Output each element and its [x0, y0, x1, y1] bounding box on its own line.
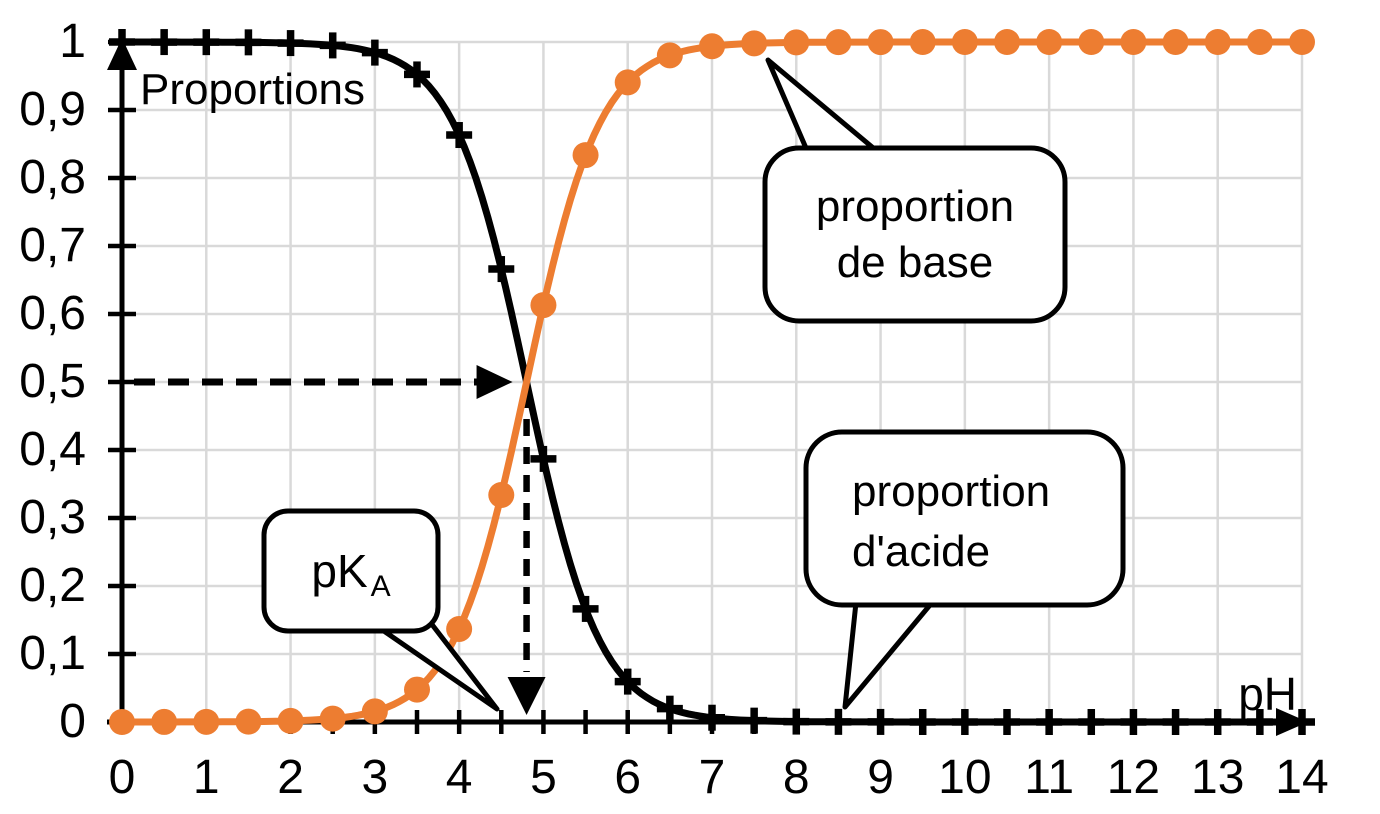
- y-axis-title: Proportions: [140, 65, 366, 114]
- callout-acid-proportion: proportion d'acide: [806, 432, 1123, 605]
- x-axis-title: pH: [1238, 668, 1297, 720]
- x-tick-label: 6: [614, 751, 642, 804]
- y-tick-label: 0,5: [19, 355, 86, 408]
- base-marker: [825, 29, 852, 56]
- callout-acid-tail: [842, 590, 943, 710]
- base-marker: [319, 705, 346, 732]
- base-marker: [656, 42, 683, 69]
- x-tick-label: 4: [445, 751, 473, 804]
- base-marker: [699, 33, 725, 60]
- y-tick-label: 0,7: [19, 219, 86, 272]
- y-tick-label: 0,2: [19, 559, 86, 612]
- base-marker: [1162, 29, 1189, 55]
- callout-pka: pK A: [264, 511, 438, 631]
- callout-base-proportion: proportion de base: [765, 148, 1065, 321]
- base-marker: [1289, 29, 1315, 55]
- base-marker: [994, 29, 1020, 55]
- x-tick-label: 0: [108, 751, 136, 804]
- base-marker: [867, 29, 894, 56]
- x-tick-label: 12: [1106, 751, 1161, 804]
- base-marker: [488, 481, 515, 508]
- base-marker: [109, 709, 135, 735]
- x-tick-label: 10: [938, 751, 992, 804]
- base-marker: [235, 708, 262, 735]
- y-tick-label: 0,8: [19, 151, 86, 204]
- base-marker: [277, 707, 304, 734]
- base-marker: [614, 69, 641, 96]
- x-tick-label: 7: [698, 751, 726, 804]
- base-marker: [741, 30, 768, 57]
- callout-base-line1: proportion: [815, 181, 1015, 231]
- callout-pka-shape: [261, 508, 441, 634]
- callout-acid-shape: [803, 429, 1126, 608]
- base-marker: [1246, 29, 1273, 55]
- base-marker: [572, 142, 599, 169]
- callout-acid-line1: proportion: [852, 467, 1051, 516]
- x-tick-label: 9: [867, 751, 894, 804]
- x-tick-label: 5: [530, 751, 557, 804]
- base-marker: [1120, 29, 1147, 55]
- base-marker: [151, 708, 178, 735]
- base-marker: [193, 708, 220, 735]
- base-marker: [1036, 29, 1063, 55]
- base-marker: [361, 698, 388, 725]
- base-marker: [530, 292, 557, 319]
- x-tick-label: 2: [277, 751, 304, 804]
- x-tick-label: 8: [782, 751, 810, 804]
- base-marker: [783, 29, 810, 56]
- base-marker: [909, 29, 936, 55]
- x-tick-label: 13: [1191, 751, 1245, 804]
- x-tick-label: 14: [1275, 751, 1329, 804]
- base-marker: [951, 29, 978, 55]
- y-tick-label: 0,6: [19, 287, 86, 340]
- y-tick-label: 0,9: [19, 83, 86, 136]
- half-proportion-arrow-icon: [476, 365, 513, 399]
- callout-pka-subscript: A: [370, 570, 391, 603]
- y-tick-label: 1: [59, 15, 86, 68]
- x-tick-label: 1: [192, 751, 220, 804]
- y-tick-label: 0,1: [19, 627, 86, 680]
- base-marker: [1078, 29, 1105, 55]
- callout-pka-main: pK: [311, 545, 368, 597]
- callout-base-line2: de base: [836, 237, 994, 287]
- base-marker: [446, 615, 473, 642]
- pka-arrow-icon: [507, 677, 546, 715]
- y-tick-label: 0,3: [19, 491, 86, 544]
- y-tick-label: 0: [59, 695, 86, 748]
- base-marker: [404, 676, 430, 703]
- x-tick-label: 11: [1024, 751, 1075, 804]
- base-marker: [1204, 29, 1231, 55]
- x-tick-label: 3: [361, 751, 389, 804]
- y-tick-label: 0,4: [19, 423, 86, 476]
- callout-base-shape: [762, 145, 1068, 324]
- callout-acid-line2: d'acide: [852, 527, 991, 576]
